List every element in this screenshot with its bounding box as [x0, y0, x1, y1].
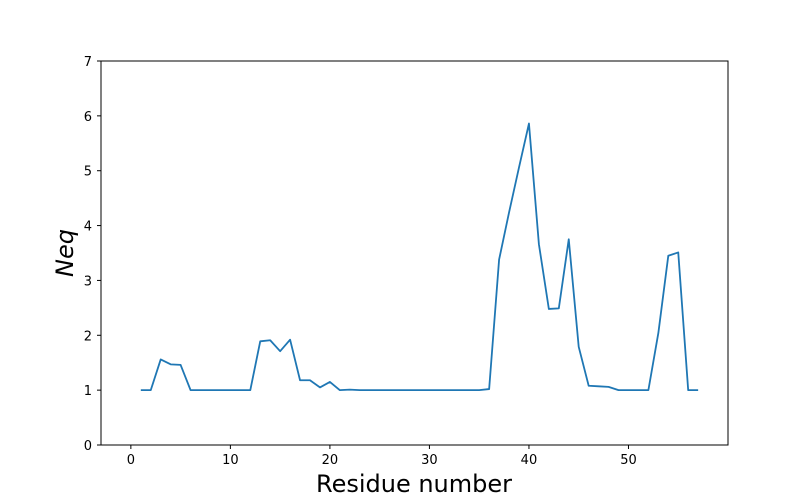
x-tick-label: 30 [421, 453, 438, 468]
x-axis-label: Residue number [316, 470, 512, 498]
y-axis-ticks: 0 1 2 3 4 5 6 7 [84, 55, 101, 454]
plot-area [100, 60, 729, 446]
x-tick-label: 10 [222, 453, 239, 468]
x-tick-label: 0 [127, 453, 135, 468]
y-tick-label: 6 [84, 110, 92, 125]
y-tick-label: 2 [84, 329, 92, 344]
x-axis-ticks: 0 10 20 30 40 50 [127, 445, 637, 468]
y-tick-label: 0 [84, 439, 92, 454]
y-axis-label: Neq [51, 229, 79, 277]
y-tick-label: 3 [84, 274, 92, 289]
x-tick-label: 50 [620, 453, 637, 468]
x-tick-label: 40 [521, 453, 538, 468]
x-tick-label: 20 [322, 453, 339, 468]
y-tick-label: 7 [84, 55, 92, 70]
y-tick-label: 1 [84, 384, 92, 399]
y-tick-label: 4 [84, 220, 92, 235]
neq-series-line [140, 122, 699, 392]
y-tick-label: 5 [84, 165, 92, 180]
plot-frame [100, 60, 729, 446]
